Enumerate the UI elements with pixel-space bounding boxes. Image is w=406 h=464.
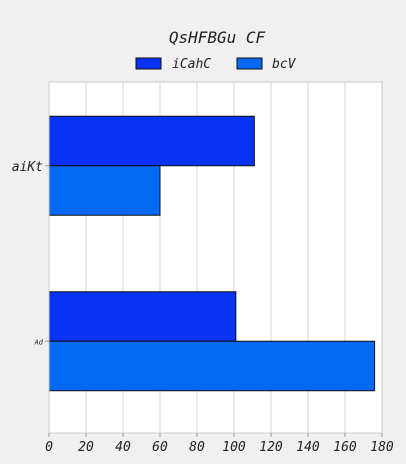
bars bbox=[48, 115, 376, 392]
x-tick-label: 40 bbox=[115, 440, 131, 455]
legend-label-bcv: bcV bbox=[272, 57, 297, 72]
x-tick-label: 100 bbox=[222, 440, 246, 455]
bar-icahc-aikt bbox=[48, 115, 255, 167]
x-tick-label: 80 bbox=[189, 440, 205, 455]
x-tick-label: 60 bbox=[152, 440, 168, 455]
y-tick-label: Ad bbox=[34, 338, 44, 346]
bar-bcv-aikt bbox=[48, 165, 161, 216]
x-tick-label: 140 bbox=[296, 440, 320, 455]
y-tick-label: aiKt bbox=[12, 160, 43, 175]
chart-title: QsHFBGu CF bbox=[169, 28, 266, 47]
x-axis: 0 20 40 60 80 100 120 140 160 180 bbox=[45, 433, 394, 455]
x-tick-label: 0 bbox=[45, 440, 53, 455]
y-axis: aiKt Ad bbox=[12, 160, 49, 346]
x-tick-label: 160 bbox=[333, 440, 357, 455]
x-tick-label: 20 bbox=[78, 440, 94, 455]
bar-icahc-ad bbox=[48, 291, 237, 342]
x-tick-label: 180 bbox=[370, 440, 394, 455]
x-tick-label: 120 bbox=[259, 440, 283, 455]
legend-swatch-icahc bbox=[135, 57, 162, 70]
plot-frame bbox=[48, 81, 383, 434]
bar-bcv-ad bbox=[48, 340, 376, 392]
legend: iCahC bcV bbox=[135, 57, 297, 72]
legend-swatch-bcv bbox=[236, 57, 263, 70]
legend-label-icahc: iCahC bbox=[172, 57, 211, 72]
